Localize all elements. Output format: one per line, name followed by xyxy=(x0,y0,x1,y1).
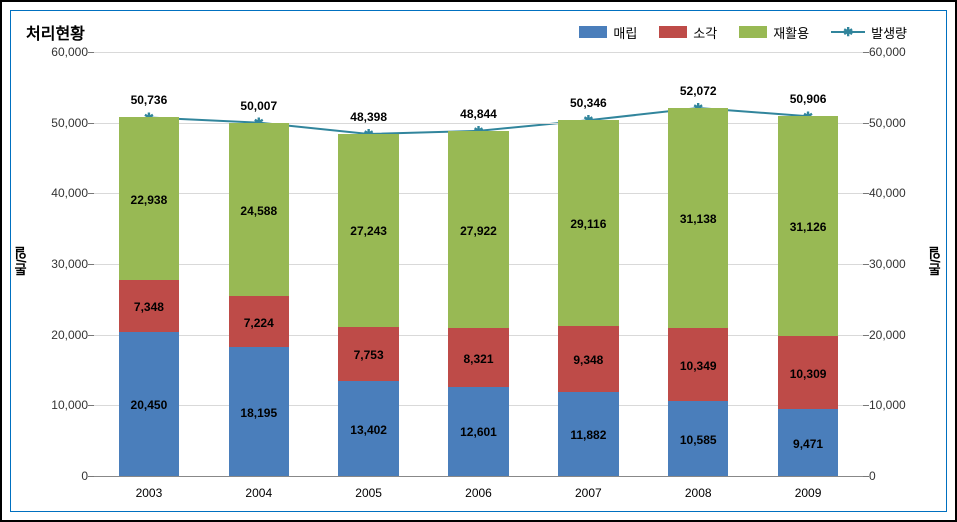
y-tick-left: 50,000 xyxy=(32,116,88,130)
bar-label-incineration: 7,348 xyxy=(134,300,164,314)
y-tick-right: 20,000 xyxy=(869,328,925,342)
x-tick-label: 2005 xyxy=(355,486,382,500)
y-axis-right-label: 톤/일 xyxy=(926,246,945,276)
legend-item-landfill: 매립 xyxy=(579,23,637,42)
total-label: 52,072 xyxy=(680,84,717,98)
legend-swatch-landfill xyxy=(579,26,607,38)
x-tick-label: 2006 xyxy=(465,486,492,500)
bar-label-incineration: 10,309 xyxy=(790,367,827,381)
y-tick-left: 20,000 xyxy=(32,328,88,342)
x-tick-label: 2007 xyxy=(575,486,602,500)
bar-label-recycle: 27,243 xyxy=(350,224,387,238)
bar-label-recycle: 31,126 xyxy=(790,220,827,234)
total-label: 50,736 xyxy=(131,93,168,107)
bar-label-recycle: 24,588 xyxy=(240,204,277,218)
chart-card: 처리현황 매립 소각 재활용 ✱ xyxy=(0,0,957,522)
bar-label-incineration: 7,753 xyxy=(354,348,384,362)
bar-label-landfill: 20,450 xyxy=(131,398,168,412)
bar-label-landfill: 11,882 xyxy=(570,428,606,442)
total-label: 48,398 xyxy=(350,110,387,124)
y-tick-left: 40,000 xyxy=(32,186,88,200)
legend-marker-icon: ✱ xyxy=(843,25,853,39)
y-axis-left-label: 톤/일 xyxy=(12,246,31,276)
legend-item-recycle: 재활용 xyxy=(739,23,809,42)
bar-group: 18,195 7,224 24,588 xyxy=(229,52,289,476)
bar-group: 20,450 7,348 22,938 xyxy=(119,52,179,476)
legend-label-recycle: 재활용 xyxy=(773,23,809,42)
legend-label-incineration: 소각 xyxy=(693,23,717,42)
bar-group: 11,882 9,348 29,116 xyxy=(558,52,618,476)
bar-label-recycle: 22,938 xyxy=(131,193,168,207)
chart-legend: 매립 소각 재활용 ✱ 발생량 xyxy=(579,23,907,42)
bar-label-incineration: 9,348 xyxy=(573,353,603,367)
bar-label-recycle: 27,922 xyxy=(460,224,497,238)
bar-label-incineration: 8,321 xyxy=(463,352,493,366)
x-tick-label: 2008 xyxy=(685,486,712,500)
legend-label-total: 발생량 xyxy=(871,23,907,42)
bar-label-incineration: 10,349 xyxy=(680,359,717,373)
x-tick-label: 2004 xyxy=(245,486,272,500)
bar-label-landfill: 13,402 xyxy=(350,423,387,437)
legend-swatch-recycle xyxy=(739,26,767,38)
bar-group: 10,585 10,349 31,138 xyxy=(668,52,728,476)
chart-title: 처리현황 xyxy=(26,20,85,44)
legend-item-incineration: 소각 xyxy=(659,23,717,42)
total-label: 50,346 xyxy=(570,96,607,110)
bar-label-recycle: 29,116 xyxy=(570,217,606,231)
bar-label-landfill: 12,601 xyxy=(460,425,497,439)
bar-label-landfill: 18,195 xyxy=(240,406,277,420)
legend-item-total: ✱ 발생량 xyxy=(831,23,907,42)
y-tick-right: 30,000 xyxy=(869,257,925,271)
chart-header: 처리현황 매립 소각 재활용 ✱ xyxy=(20,18,937,46)
x-tick-label: 2009 xyxy=(795,486,822,500)
y-tick-right: 50,000 xyxy=(869,116,925,130)
plot-area: ✱✱✱✱✱✱✱ 0010,00010,00020,00020,00030,000… xyxy=(94,52,863,476)
legend-swatch-incineration xyxy=(659,26,687,38)
bar-label-landfill: 10,585 xyxy=(680,433,717,447)
y-tick-left: 60,000 xyxy=(32,45,88,59)
bar-label-recycle: 31,138 xyxy=(680,212,717,226)
y-tick-right: 0 xyxy=(869,469,925,483)
bar-label-incineration: 7,224 xyxy=(244,316,274,330)
y-tick-left: 10,000 xyxy=(32,398,88,412)
baseline xyxy=(94,476,863,477)
legend-label-landfill: 매립 xyxy=(613,23,637,42)
total-label: 50,906 xyxy=(790,92,827,106)
legend-swatch-total: ✱ xyxy=(831,26,865,38)
y-tick-right: 10,000 xyxy=(869,398,925,412)
y-tick-left: 0 xyxy=(32,469,88,483)
total-label: 50,007 xyxy=(240,99,277,113)
chart-container: 처리현황 매립 소각 재활용 ✱ xyxy=(10,10,947,512)
y-tick-right: 60,000 xyxy=(869,45,925,59)
total-label: 48,844 xyxy=(460,107,497,121)
y-tick-right: 40,000 xyxy=(869,186,925,200)
x-tick-label: 2003 xyxy=(136,486,163,500)
bar-group: 9,471 10,309 31,126 xyxy=(778,52,838,476)
y-tick-left: 30,000 xyxy=(32,257,88,271)
bar-label-landfill: 9,471 xyxy=(793,437,823,451)
